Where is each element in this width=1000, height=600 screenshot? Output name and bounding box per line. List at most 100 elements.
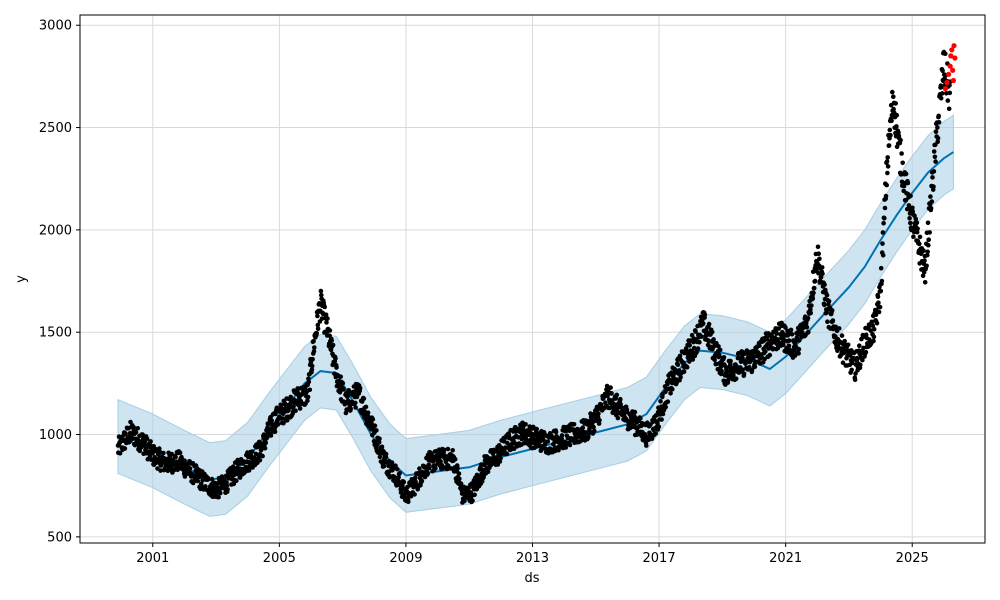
observed-point — [452, 456, 458, 462]
observed-point — [835, 348, 840, 354]
observed-point — [365, 410, 371, 416]
observed-point — [341, 387, 346, 392]
observed-point — [412, 492, 417, 497]
observed-point — [406, 499, 411, 505]
observed-point — [394, 466, 400, 472]
observed-point — [306, 379, 312, 385]
observed-point — [173, 455, 178, 460]
observed-point — [894, 124, 899, 129]
observed-point — [824, 292, 830, 298]
observed-point — [140, 432, 145, 437]
observed-point — [426, 462, 432, 467]
observed-point — [853, 371, 858, 376]
recent-point — [950, 77, 957, 84]
observed-point — [938, 96, 944, 101]
observed-point — [319, 292, 324, 298]
observed-point — [808, 310, 813, 316]
observed-point — [148, 439, 153, 444]
observed-point — [822, 282, 827, 287]
observed-point — [806, 329, 811, 335]
x-axis-ticks: 2001 2005 2009 2013 2017 2021 2025 — [136, 543, 929, 566]
observed-point — [472, 492, 477, 498]
observed-point — [809, 303, 814, 308]
observed-point — [935, 125, 940, 130]
observed-point — [873, 312, 879, 318]
observed-point — [295, 386, 301, 391]
observed-point — [252, 455, 257, 460]
observed-point — [448, 466, 454, 471]
x-tick-label: 2025 — [896, 551, 929, 566]
observed-point — [767, 352, 773, 358]
observed-point — [333, 356, 338, 361]
observed-point — [857, 343, 862, 349]
observed-point — [330, 342, 336, 348]
recent-point — [951, 43, 957, 49]
observed-point — [329, 338, 335, 343]
observed-point — [925, 252, 930, 258]
observed-point — [697, 339, 702, 345]
observed-point — [681, 369, 687, 375]
observed-point — [322, 304, 328, 310]
observed-point — [534, 426, 539, 432]
observed-point — [810, 296, 816, 301]
observed-point — [158, 468, 163, 473]
observed-point — [893, 101, 898, 106]
observed-point — [353, 400, 358, 406]
observed-point — [324, 320, 329, 325]
observed-point — [580, 425, 586, 431]
observed-point — [273, 411, 278, 417]
observed-point — [905, 180, 911, 186]
observed-point — [315, 326, 321, 332]
observed-point — [133, 430, 139, 435]
observed-point — [922, 258, 927, 263]
observed-point — [842, 338, 847, 344]
observed-point — [781, 342, 786, 348]
observed-point — [177, 450, 183, 456]
observed-point — [826, 298, 832, 304]
observed-point — [910, 205, 915, 211]
observed-point — [592, 428, 597, 434]
observed-points-layer — [115, 49, 953, 505]
y-tick-label: 500 — [47, 530, 72, 545]
observed-point — [315, 322, 321, 328]
observed-point — [205, 477, 211, 482]
observed-point — [615, 415, 621, 421]
observed-point — [659, 417, 664, 422]
observed-point — [852, 377, 858, 383]
observed-point — [344, 407, 349, 412]
observed-point — [340, 381, 346, 386]
observed-point — [874, 320, 880, 326]
x-tick-label: 2021 — [769, 551, 802, 566]
observed-point — [716, 344, 721, 349]
observed-point — [374, 428, 379, 433]
observed-point — [914, 220, 920, 225]
observed-point — [811, 290, 816, 296]
observed-point — [709, 329, 715, 335]
observed-point — [524, 437, 529, 442]
recent-point — [948, 53, 954, 59]
observed-point — [871, 334, 877, 340]
observed-point — [858, 362, 863, 368]
observed-point — [262, 445, 268, 451]
observed-point — [357, 385, 363, 391]
observed-point — [377, 454, 383, 460]
observed-point — [470, 498, 475, 504]
observed-point — [848, 353, 853, 358]
observed-point — [377, 436, 382, 442]
observed-point — [917, 234, 923, 240]
recent-point — [950, 67, 956, 73]
observed-point — [323, 312, 329, 318]
observed-point — [684, 365, 690, 370]
observed-point — [613, 396, 619, 401]
observed-point — [670, 386, 675, 392]
observed-point — [541, 437, 546, 443]
observed-point — [906, 203, 912, 208]
observed-point — [677, 353, 683, 359]
observed-point — [896, 130, 901, 135]
observed-point — [531, 437, 537, 442]
observed-point — [219, 474, 225, 479]
recent-point — [946, 71, 952, 77]
observed-point — [928, 194, 933, 199]
observed-point — [706, 321, 712, 327]
observed-point — [943, 51, 948, 56]
